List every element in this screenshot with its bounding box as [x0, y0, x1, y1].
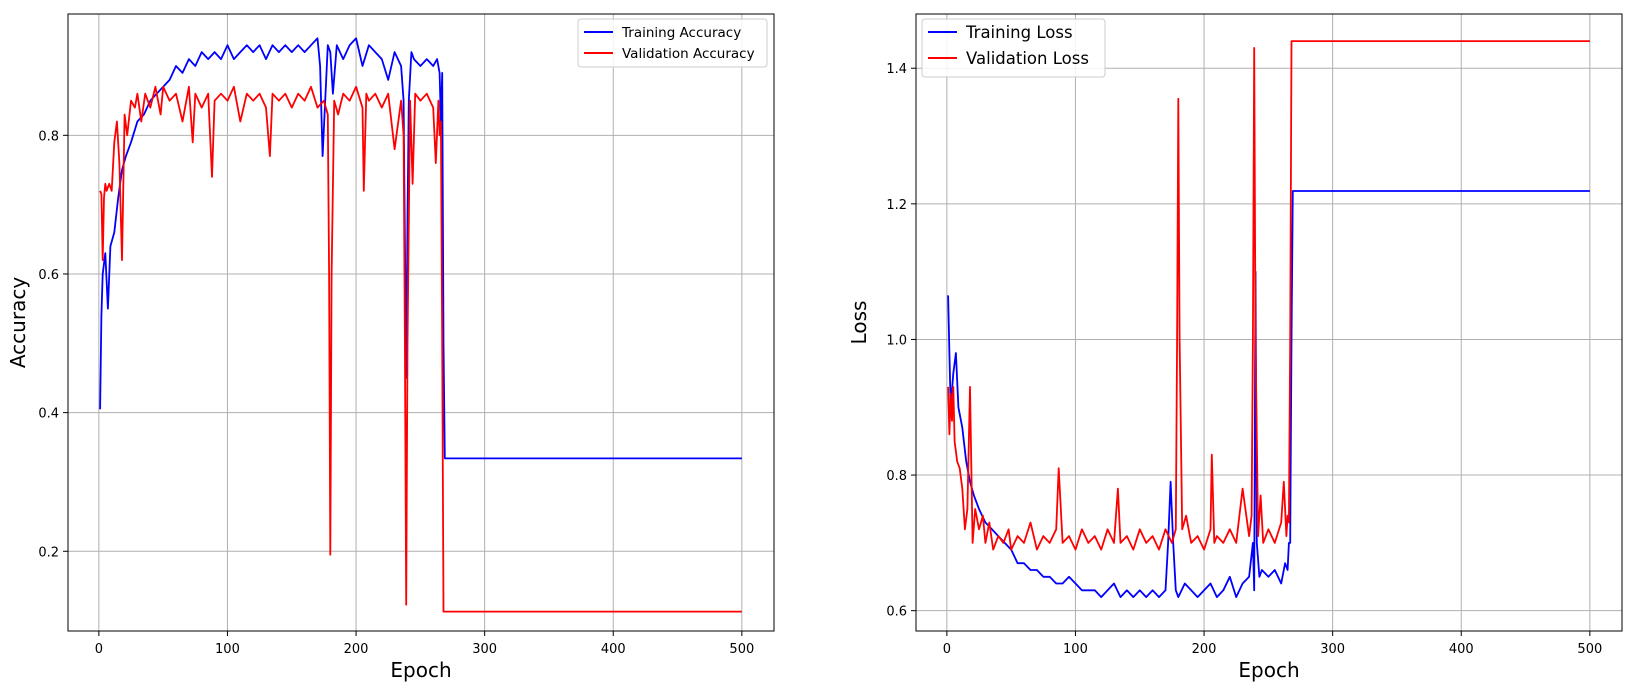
- x-tick-label: 100: [1063, 642, 1088, 657]
- legend-box: [921, 18, 1106, 78]
- y-tick-label: 0.2: [38, 545, 59, 560]
- legend: Training Loss Validation Loss: [921, 18, 1106, 78]
- legend-label: Training Accuracy: [621, 25, 741, 41]
- series-line-validation: [947, 40, 1590, 551]
- y-tick-label: 0.4: [38, 407, 59, 422]
- series-line-validation: [99, 85, 742, 613]
- x-tick-label: 500: [1577, 642, 1602, 657]
- y-tick-label: 1.4: [886, 62, 907, 77]
- legend-label: Validation Loss: [966, 49, 1089, 68]
- x-axis-title: Epoch: [1238, 658, 1299, 682]
- y-tick-label: 1.2: [886, 198, 907, 213]
- x-tick-label: 400: [1449, 642, 1474, 657]
- x-tick-label: 500: [729, 642, 754, 657]
- plot-frame: [67, 13, 775, 632]
- y-tick-label: 0.6: [38, 268, 59, 283]
- loss-chart: 0 100 200 300 400 500 0.6 0.8 1.0 1.2 1.4 Epoch Loss…: [847, 13, 1623, 682]
- accuracy-chart: 0 100 200 300 400 500 0.2 0.4 0.6 0.8 Epoch Accurac…: [6, 13, 775, 682]
- x-tick-label: 300: [1320, 642, 1345, 657]
- x-tick-label: 100: [215, 642, 240, 657]
- y-tick-label: 0.8: [886, 469, 907, 484]
- legend-box: [577, 18, 768, 68]
- y-axis-title: Accuracy: [6, 277, 30, 368]
- y-tick-label: 1.0: [886, 333, 907, 348]
- plot-area: [916, 14, 1622, 631]
- x-tick-label: 200: [1192, 642, 1217, 657]
- legend: Training Accuracy Validation Accuracy: [577, 18, 768, 68]
- plot-area: [68, 14, 774, 631]
- x-tick-label: 0: [943, 642, 951, 657]
- plot-frame: [915, 13, 1623, 632]
- y-tick-label: 0.8: [38, 129, 59, 144]
- x-tick-label: 300: [472, 642, 497, 657]
- x-axis-title: Epoch: [390, 658, 451, 682]
- x-tick-label: 200: [344, 642, 369, 657]
- legend-label: Validation Accuracy: [622, 46, 755, 62]
- legend-label: Training Loss: [965, 23, 1073, 42]
- x-tick-label: 400: [601, 642, 626, 657]
- y-axis-title: Loss: [847, 301, 871, 345]
- y-tick-label: 0.6: [886, 605, 907, 620]
- series-line-training: [947, 190, 1590, 598]
- x-tick-label: 0: [95, 642, 103, 657]
